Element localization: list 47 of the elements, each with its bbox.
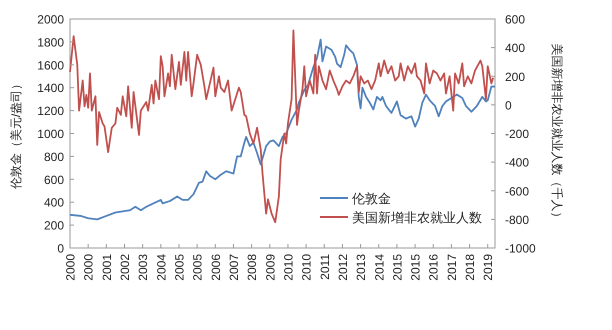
- y2-tick-label: -400: [505, 156, 530, 170]
- x-tick-label: 2005: [190, 254, 205, 281]
- x-tick-label: 2004: [154, 254, 168, 281]
- x-tick-label: 2018: [463, 254, 478, 281]
- x-tick-label: 2015: [390, 254, 404, 281]
- x-tick-label: 2015: [408, 254, 423, 281]
- x-tick-label: 2005: [172, 254, 186, 281]
- x-tick-label: 2019: [481, 254, 496, 281]
- y-axis-title: 伦敦金（美元/盎司）: [9, 78, 23, 190]
- y-tick-label: 1400: [37, 81, 64, 96]
- y-tick-label: 800: [44, 150, 64, 164]
- y2-tick-label: -800: [505, 212, 530, 227]
- y-tick-label: 1000: [37, 127, 64, 141]
- x-tick-label: 2010: [300, 254, 314, 281]
- x-tick-label: 2011: [318, 254, 332, 280]
- y2-tick-label: 0: [505, 98, 512, 112]
- x-tick-label: 2003: [136, 254, 150, 281]
- y2-tick-label: -1000: [505, 242, 536, 256]
- x-tick-label: 2013: [354, 254, 368, 281]
- y-tick-label: 400: [44, 196, 64, 210]
- y-tick-label: 1800: [37, 35, 64, 50]
- y2-tick-label: 400: [505, 41, 526, 56]
- x-tick-label: 2017: [444, 254, 459, 281]
- x-tick-label: 2010: [281, 254, 296, 281]
- x-tick-label: 2009: [263, 254, 278, 281]
- x-tick-label: 2002: [118, 254, 132, 281]
- y-tick-label: 2000: [37, 12, 64, 26]
- legend-label: 伦敦金: [352, 191, 391, 206]
- y-tick-label: 0: [57, 242, 64, 256]
- y2-axis-title: 美国新增非农业就业人数（千人）: [550, 44, 564, 224]
- x-tick-label: 2012: [336, 254, 350, 281]
- y2-tick-label: -600: [505, 184, 530, 198]
- y-tick-label: 1600: [37, 58, 64, 72]
- y2-tick-label: 600: [505, 12, 526, 26]
- y-tick-label: 600: [44, 172, 64, 187]
- x-tick-label: 2008: [245, 254, 260, 281]
- y2-tick-label: -200: [505, 127, 530, 141]
- x-tick-label: 2006: [208, 254, 223, 281]
- x-tick-label: 2001: [100, 254, 114, 281]
- y-tick-label: 200: [44, 218, 64, 233]
- y-tick-label: 1200: [37, 104, 64, 118]
- x-tick-label: 2016: [426, 254, 441, 281]
- x-tick-label: 2007: [226, 254, 241, 281]
- x-tick-label: 2000: [82, 254, 96, 281]
- x-tick-label: 2014: [372, 254, 386, 281]
- legend-label: 美国新增非农就业人数: [352, 210, 482, 225]
- y2-tick-label: 200: [505, 70, 526, 84]
